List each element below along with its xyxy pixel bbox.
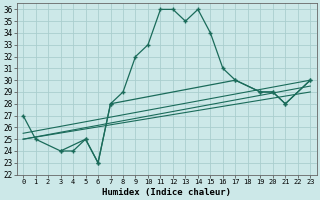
X-axis label: Humidex (Indice chaleur): Humidex (Indice chaleur) [102,188,231,197]
